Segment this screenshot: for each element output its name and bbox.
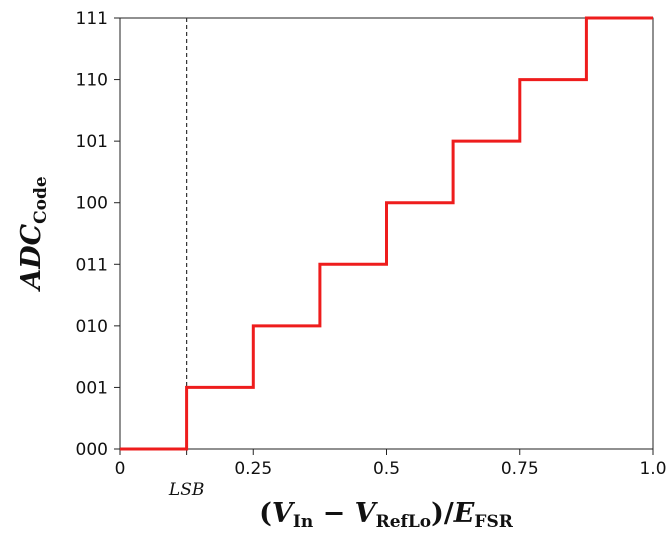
x-title-minus: − <box>313 498 354 529</box>
y-tick-label: 101 <box>76 132 108 152</box>
x-title-e-sub: FSR <box>474 512 513 532</box>
y-tick-label: 100 <box>76 194 108 214</box>
x-title-v1: V <box>272 498 296 529</box>
series-line <box>120 16 653 451</box>
x-title-close: )/ <box>431 498 454 529</box>
y-tick-label: 011 <box>76 255 108 275</box>
x-title-open: ( <box>259 498 272 529</box>
y-title-sub: Code <box>31 176 51 224</box>
lsb-label: LSB <box>168 480 204 500</box>
x-axis-title: (VIn − VRefLo)/EFSR <box>259 498 514 532</box>
x-title-v1-sub: In <box>293 512 313 532</box>
x-tick-label: 0 <box>115 459 126 479</box>
y-tick-label: 000 <box>76 440 108 460</box>
x-tick-label: 0.75 <box>501 459 539 479</box>
y-title-main: ADC <box>16 223 47 292</box>
y-tick-label: 001 <box>76 378 108 398</box>
y-tick-label: 111 <box>76 9 108 29</box>
x-tick-label: 0.25 <box>234 459 272 479</box>
y-axis-title: ADCCode <box>16 176 51 293</box>
y-axis-ticks: 000 001 010 011 100 101 110 111 <box>76 9 120 460</box>
y-tick-label: 110 <box>76 71 108 91</box>
x-axis-ticks: 0 0.25 0.5 0.75 1.0 <box>115 449 667 479</box>
x-title-e: E <box>453 498 475 529</box>
x-title-v2-sub: RefLo <box>376 512 432 532</box>
x-tick-label: 0.5 <box>373 459 400 479</box>
y-tick-label: 010 <box>76 317 108 337</box>
x-tick-label: 1.0 <box>639 459 666 479</box>
x-title-v2: V <box>355 498 379 529</box>
